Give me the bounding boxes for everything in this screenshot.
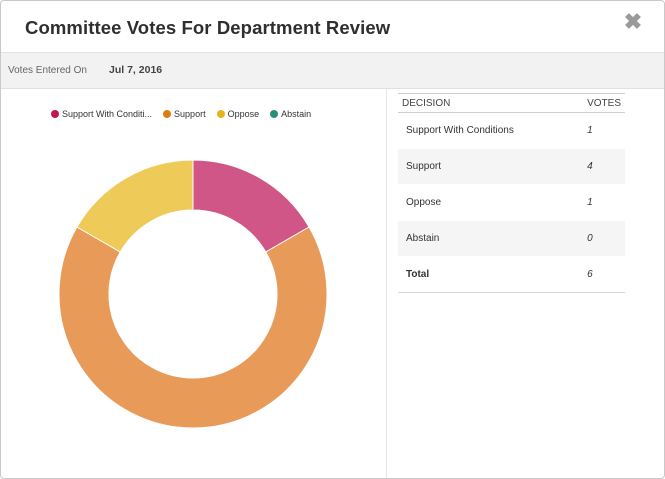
donut-slice-oppose[interactable] <box>76 159 194 253</box>
legend-swatch <box>163 110 172 118</box>
total-label: Total <box>398 256 588 293</box>
table-row: Oppose 1 <box>398 184 625 221</box>
legend-swatch <box>270 110 279 118</box>
votes-entered-label: Votes Entered On <box>8 65 87 76</box>
close-icon[interactable]: ✖ <box>623 9 643 34</box>
legend-item[interactable]: Oppose <box>216 109 260 119</box>
modal-title: Committee Votes For Department Review <box>25 17 391 38</box>
decision-cell: Oppose <box>398 184 588 221</box>
modal-header: Committee Votes For Department Review ✖ <box>1 1 664 53</box>
total-votes: 6 <box>587 256 625 293</box>
table-total-row: Total 6 <box>398 256 625 293</box>
legend-label: Abstain <box>281 109 312 119</box>
legend-swatch <box>216 110 225 118</box>
votes-table: DECISION VOTES Support With Conditions 1… <box>398 93 625 293</box>
chart-legend: Support With Conditi... Support Oppose Abst… <box>51 107 322 121</box>
legend-swatch <box>51 110 59 118</box>
votes-column-header[interactable]: VOTES <box>587 93 625 113</box>
decision-cell: Abstain <box>398 220 588 257</box>
votes-table-pane: DECISION VOTES Support With Conditions 1… <box>398 93 625 293</box>
donut-chart <box>58 159 328 429</box>
votes-cell: 0 <box>587 220 625 257</box>
decision-column-header[interactable]: DECISION <box>398 93 588 113</box>
legend-item[interactable]: Support With Conditi... <box>51 109 152 119</box>
votes-date-bar: Votes Entered On Jul 7, 2016 <box>1 53 664 89</box>
votes-cell: 4 <box>587 148 625 185</box>
table-row: Abstain 0 <box>398 220 625 257</box>
table-row: Support 4 <box>398 148 625 185</box>
votes-cell: 1 <box>587 184 625 221</box>
legend-label: Support With Conditi... <box>62 109 153 119</box>
legend-item[interactable]: Abstain <box>270 109 311 119</box>
decision-cell: Support <box>398 148 588 185</box>
chart-pane: Support With Conditi... Support Oppose Abst… <box>1 89 387 478</box>
donut-slice-support[interactable] <box>58 226 328 429</box>
table-header-row: DECISION VOTES <box>398 93 625 113</box>
legend-label: Oppose <box>227 109 260 119</box>
legend-label: Support <box>174 109 206 119</box>
legend-item[interactable]: Support <box>163 109 206 119</box>
votes-entered-date: Jul 7, 2016 <box>109 64 163 76</box>
decision-cell: Support With Conditions <box>398 112 588 149</box>
table-row: Support With Conditions 1 <box>398 112 625 149</box>
votes-cell: 1 <box>587 112 625 149</box>
